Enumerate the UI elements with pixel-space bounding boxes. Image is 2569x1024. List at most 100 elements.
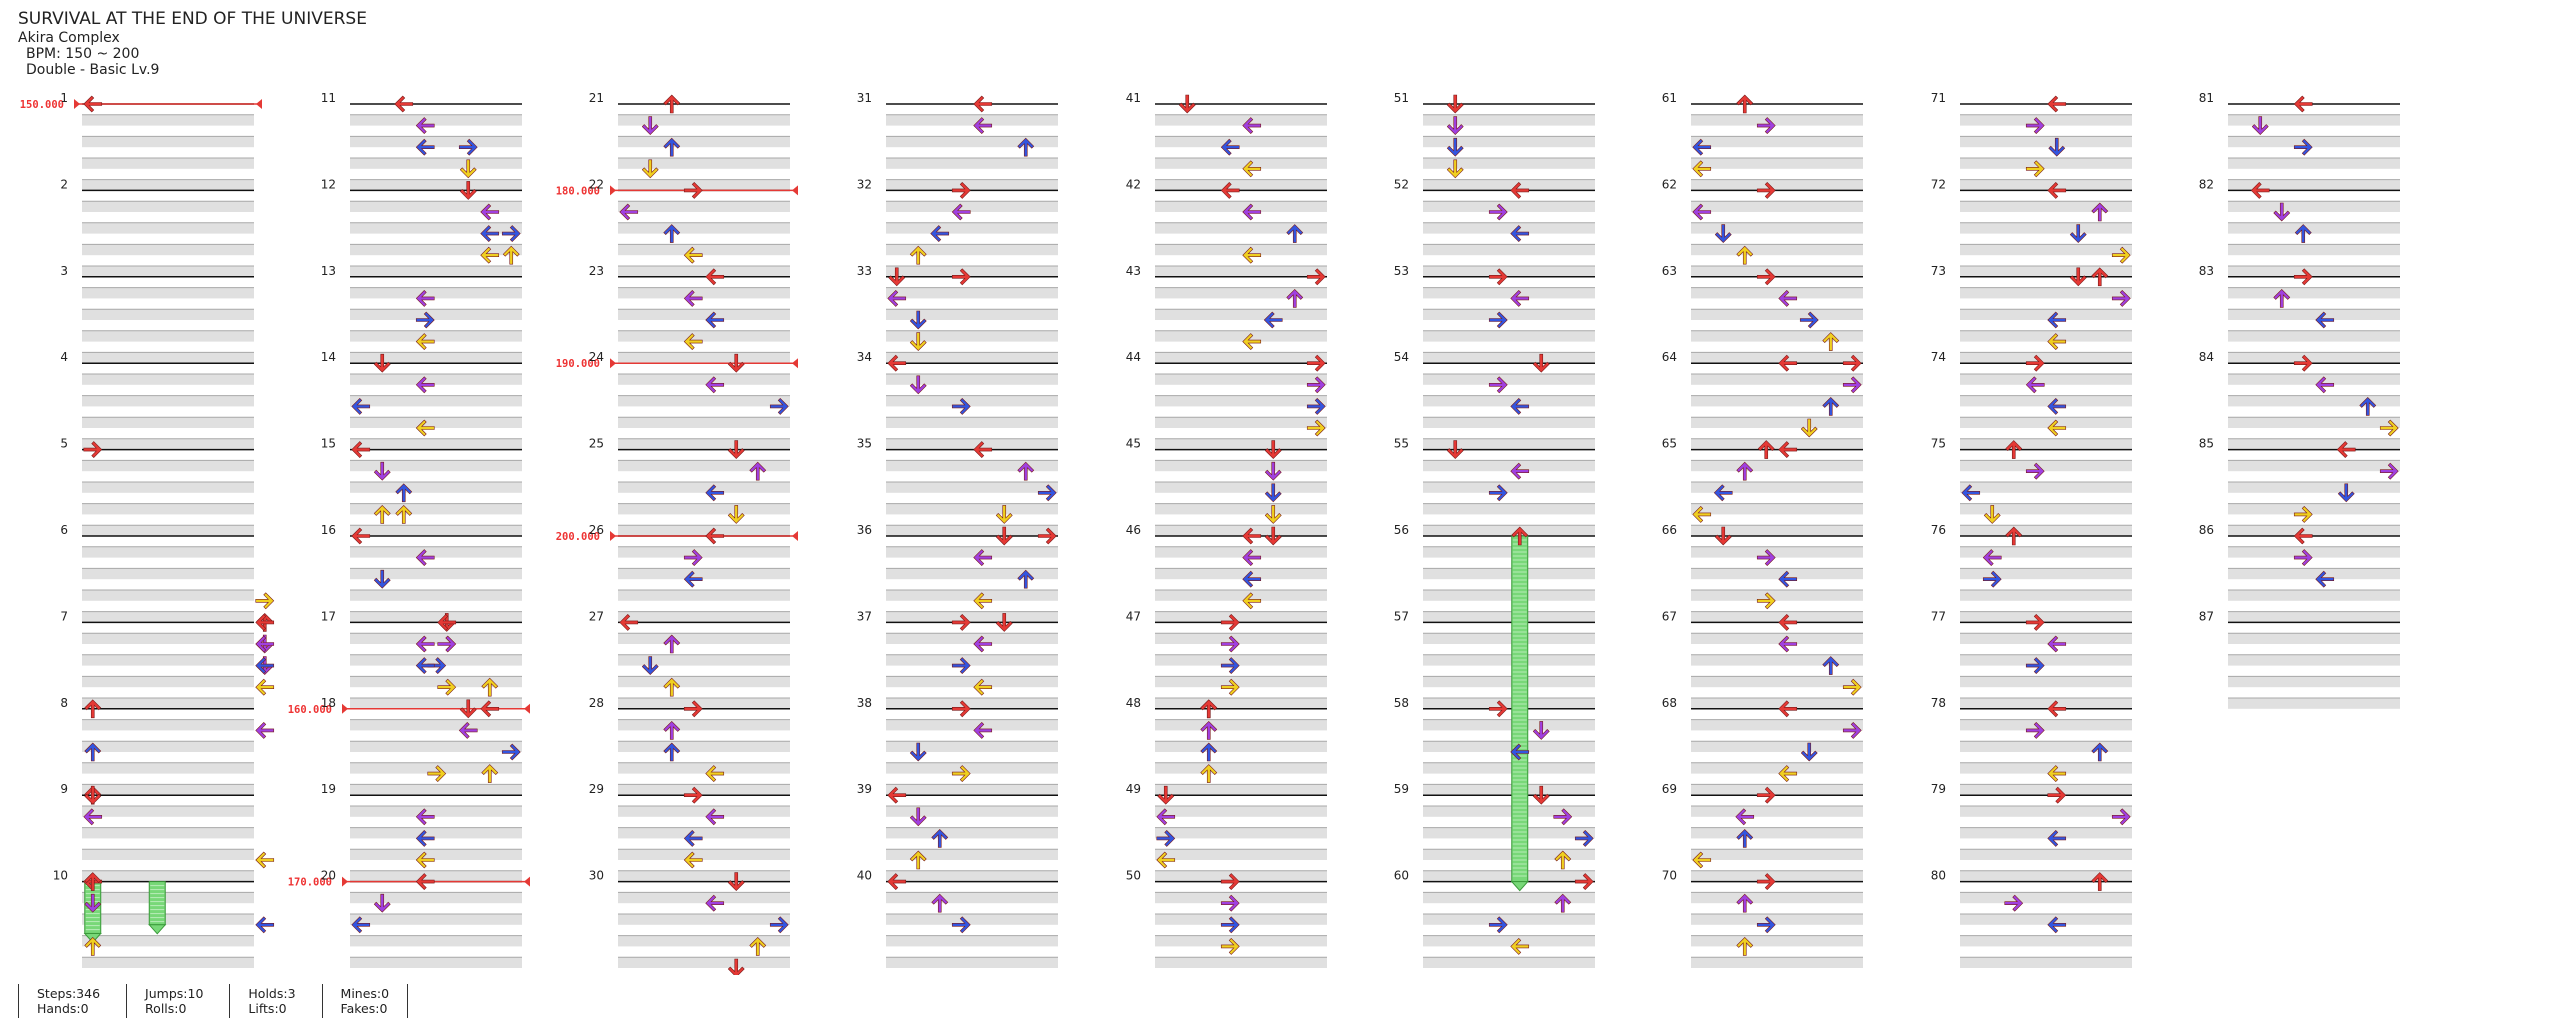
arrow-note: [1822, 656, 1840, 675]
arrow-notes: [83, 94, 2399, 975]
beat-band: [886, 179, 1058, 191]
measure-number: 58: [1394, 696, 1409, 710]
arrow-note: [351, 527, 371, 545]
beat-band: [1960, 438, 2132, 450]
arrow-note: [1488, 311, 1508, 329]
arrow-note: [769, 916, 789, 934]
beat-band: [1155, 676, 1327, 688]
beat-band: [1960, 546, 2132, 558]
beat-band: [1155, 503, 1327, 515]
arrow-note: [727, 872, 745, 892]
beat-band: [1960, 330, 2132, 342]
arrow-note: [663, 742, 681, 762]
arrow-note: [909, 245, 927, 265]
beat-band: [82, 849, 254, 860]
beat-band: [618, 309, 790, 320]
measure-number: 31: [857, 91, 872, 105]
beat-band: [82, 914, 254, 925]
beat-band: [1155, 741, 1327, 752]
arrow-note: [84, 699, 102, 719]
beat-band: [1423, 957, 1595, 968]
beat-band: [1423, 222, 1595, 234]
stats-cell-jumps: Jumps:10 Rolls:0: [126, 984, 229, 1018]
arrow-note: [1178, 94, 1196, 114]
arrow-note: [415, 635, 435, 653]
beat-band: [2228, 590, 2400, 601]
beat-band: [1960, 266, 2132, 277]
beat-band: [1960, 611, 2132, 623]
beat-band: [82, 266, 254, 277]
beat-band: [1960, 957, 2132, 968]
measure-number: 55: [1394, 437, 1409, 451]
arrow-note: [1264, 461, 1282, 481]
beat-band: [82, 935, 254, 947]
arrow-note: [887, 354, 907, 372]
beat-band: [82, 352, 254, 364]
measure-number: 6: [60, 523, 68, 537]
arrow-note: [2047, 95, 2067, 113]
beat-band: [618, 525, 790, 536]
arrow-note: [2359, 396, 2377, 416]
arrow-note: [1842, 678, 1862, 696]
arrow-note: [683, 829, 703, 847]
arrow-note: [930, 225, 950, 243]
arrow-note: [909, 742, 927, 762]
arrow-note: [1242, 570, 1262, 588]
beat-band: [82, 201, 254, 212]
arrow-note: [415, 657, 435, 675]
beat-band: [2228, 309, 2400, 320]
beat-band: [1423, 892, 1595, 904]
arrow-note: [1756, 549, 1776, 567]
beat-band: [1155, 309, 1327, 320]
beat-band: [1155, 914, 1327, 925]
beat-band: [1960, 525, 2132, 536]
beat-band: [1691, 114, 1863, 126]
arrow-note: [1488, 203, 1508, 221]
arrow-note: [1692, 851, 1712, 869]
arrow-note: [2251, 116, 2269, 136]
beat-band: [1960, 870, 2132, 882]
beat-band: [1155, 525, 1327, 536]
measure-number: 61: [1662, 91, 1677, 105]
arrow-note: [951, 181, 971, 199]
arrow-note: [973, 95, 993, 113]
beat-band: [886, 633, 1058, 644]
arrow-note: [2025, 160, 2045, 178]
arrow-note: [2294, 224, 2312, 243]
measure-number: 73: [1931, 264, 1946, 278]
beat-band: [886, 784, 1058, 796]
arrow-note: [373, 353, 391, 373]
beat-band: [350, 633, 522, 644]
measure-backgrounds: [82, 103, 2400, 968]
arrow-note: [1157, 785, 1175, 805]
beat-band: [82, 374, 254, 385]
measure-number: 80: [1931, 869, 1946, 883]
measure-number: 50: [1126, 869, 1141, 883]
measure-number: 71: [1931, 91, 1946, 105]
arrow-note: [2379, 419, 2399, 437]
arrow-note: [84, 936, 102, 956]
arrow-note: [255, 721, 275, 739]
arrow-note: [2293, 549, 2313, 567]
beat-band: [82, 611, 254, 623]
arrow-note: [909, 807, 927, 827]
arrow-note: [683, 851, 703, 869]
arrow-note: [1488, 268, 1508, 286]
arrow-note: [459, 699, 477, 719]
hold-notes: [83, 535, 1529, 944]
beat-band: [1155, 374, 1327, 385]
arrow-note: [1778, 354, 1798, 372]
beat-band: [618, 762, 790, 774]
arrow-note: [1156, 808, 1176, 826]
jumps-count: Jumps:10: [145, 986, 204, 1001]
beat-band: [82, 654, 254, 666]
beat-band: [1691, 136, 1863, 148]
arrow-note: [909, 375, 927, 395]
arrow-note: [973, 721, 993, 739]
measure-number: 56: [1394, 523, 1409, 537]
beat-band: [2228, 568, 2400, 580]
measure-number: 54: [1394, 350, 1409, 364]
arrow-note: [2315, 376, 2335, 394]
arrow-note: [1510, 743, 1530, 761]
beat-band: [1960, 698, 2132, 709]
